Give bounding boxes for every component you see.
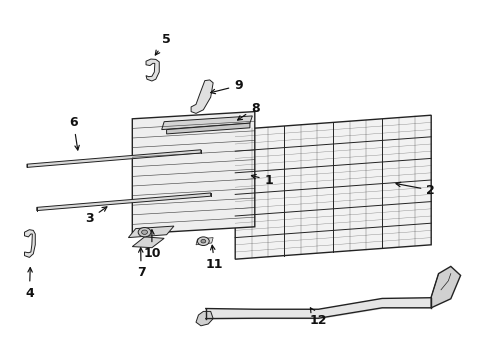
Text: 6: 6 bbox=[69, 116, 79, 150]
Circle shape bbox=[142, 230, 147, 234]
Circle shape bbox=[197, 237, 209, 246]
Polygon shape bbox=[196, 238, 213, 245]
Text: 4: 4 bbox=[25, 267, 34, 300]
Circle shape bbox=[201, 239, 206, 243]
Polygon shape bbox=[27, 150, 201, 167]
Text: 3: 3 bbox=[85, 207, 107, 225]
Text: 8: 8 bbox=[238, 102, 260, 120]
Text: 10: 10 bbox=[143, 230, 161, 260]
Polygon shape bbox=[24, 230, 35, 257]
Polygon shape bbox=[196, 311, 213, 326]
Polygon shape bbox=[191, 80, 213, 113]
Text: 7: 7 bbox=[137, 248, 146, 279]
Polygon shape bbox=[37, 193, 211, 211]
Polygon shape bbox=[162, 116, 252, 130]
Text: 2: 2 bbox=[396, 182, 435, 197]
Polygon shape bbox=[132, 112, 255, 234]
Polygon shape bbox=[235, 115, 431, 259]
Polygon shape bbox=[431, 266, 461, 308]
Text: 1: 1 bbox=[251, 174, 273, 186]
Circle shape bbox=[138, 228, 151, 237]
Polygon shape bbox=[128, 226, 174, 238]
Polygon shape bbox=[167, 123, 250, 134]
Polygon shape bbox=[146, 59, 159, 81]
Text: 12: 12 bbox=[310, 308, 327, 327]
Text: 5: 5 bbox=[155, 33, 171, 55]
Text: 9: 9 bbox=[211, 79, 243, 94]
Text: 11: 11 bbox=[206, 245, 223, 271]
Polygon shape bbox=[132, 237, 164, 248]
